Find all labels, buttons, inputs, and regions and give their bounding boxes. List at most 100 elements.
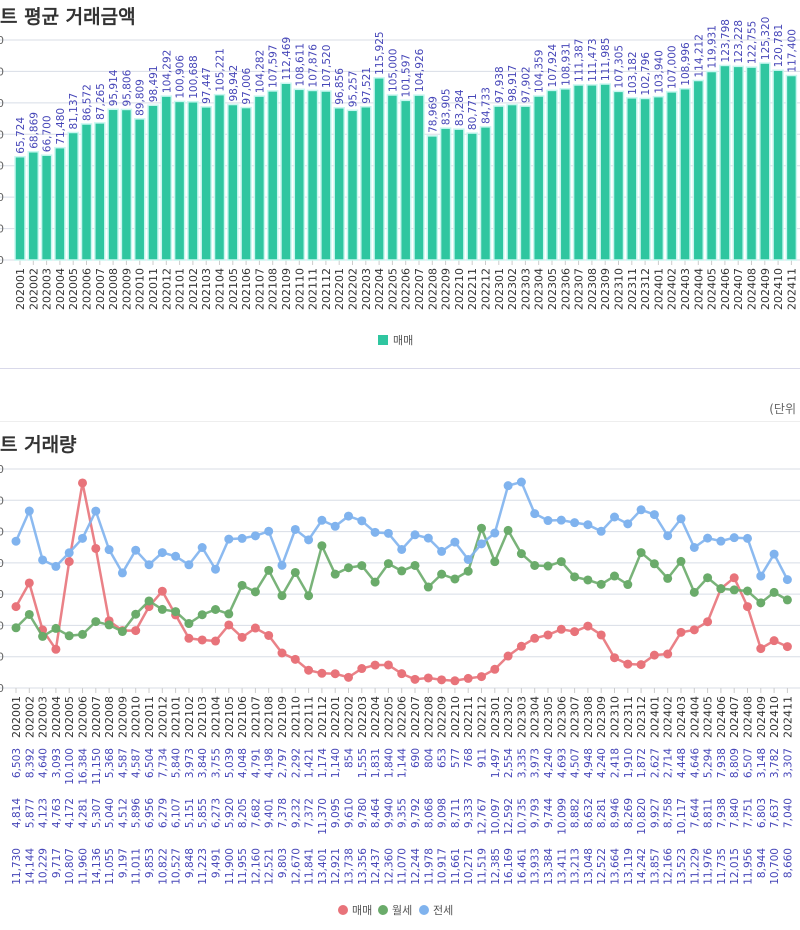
x-tick-label: 202209 — [436, 696, 449, 738]
data-point-monthly — [477, 523, 486, 533]
point-value-label-sale: 6,503 — [11, 748, 23, 778]
point-value-label-jeonse: 13,857 — [649, 848, 661, 885]
data-point-jeonse — [703, 533, 713, 543]
point-value-label-monthly: 12,767 — [477, 798, 489, 835]
x-tick-label: 202105 — [223, 696, 236, 738]
point-value-label-monthly: 10,117 — [676, 798, 688, 835]
bar-value-label: 114,212 — [693, 34, 705, 77]
x-tick-label: 202106 — [240, 268, 253, 310]
bar — [652, 95, 665, 261]
data-point-monthly — [756, 598, 766, 608]
bar — [147, 104, 159, 261]
x-tick-label: 202305 — [546, 268, 559, 310]
bar — [187, 101, 199, 261]
point-value-label-monthly: 9,610 — [344, 798, 356, 828]
point-value-label-monthly: 7,378 — [277, 798, 289, 828]
bar — [599, 83, 611, 261]
x-tick-label: 202002 — [27, 268, 40, 310]
data-point-monthly — [623, 580, 633, 590]
x-tick-label: 202207 — [413, 268, 426, 310]
x-tick-label: 202406 — [719, 268, 732, 310]
bar-value-label: 101,597 — [401, 54, 413, 97]
x-tick-label: 202304 — [529, 696, 542, 738]
data-point-monthly — [397, 566, 407, 576]
data-point-jeonse — [357, 516, 367, 526]
data-point-jeonse — [24, 506, 34, 516]
point-value-label-sale: 2,714 — [663, 748, 675, 778]
point-value-label-sale: 5,840 — [171, 748, 183, 778]
point-value-label-monthly: 10,097 — [490, 798, 502, 835]
point-value-label-monthly: 4,512 — [117, 798, 129, 828]
point-value-label-monthly: 7,840 — [729, 798, 741, 828]
x-tick-label: 202106 — [236, 696, 249, 738]
x-tick-label: 202004 — [50, 696, 63, 738]
bar-value-label: 107,000 — [667, 45, 679, 88]
point-value-label-sale: 1,174 — [317, 748, 329, 778]
legend-label-sale: 매매 — [393, 334, 413, 347]
point-value-label-monthly: 4,172 — [64, 798, 76, 828]
data-point-jeonse — [277, 560, 287, 570]
data-point-monthly — [117, 627, 127, 637]
point-value-label-monthly: 8,946 — [610, 798, 622, 828]
bar — [426, 135, 439, 261]
x-tick-label: 202306 — [555, 696, 568, 738]
point-value-label-jeonse: 11,955 — [237, 848, 249, 885]
data-point-jeonse — [463, 554, 473, 564]
point-value-label-monthly: 11,370 — [317, 798, 329, 835]
point-value-label-sale: 6,507 — [743, 748, 755, 778]
data-point-jeonse — [516, 477, 526, 487]
x-tick-label: 202307 — [569, 696, 582, 738]
bar-value-label: 107,520 — [321, 45, 333, 88]
bar-value-label: 115,925 — [374, 31, 386, 74]
data-point-monthly — [450, 574, 460, 584]
point-value-label-jeonse: 9,491 — [211, 848, 223, 878]
data-point-sale — [423, 673, 433, 683]
x-tick-label: 202309 — [595, 696, 608, 738]
bar-value-label: 97,006 — [241, 68, 253, 105]
data-point-sale — [304, 665, 314, 675]
point-value-label-jeonse: 12,521 — [264, 848, 276, 885]
x-tick-label: 202411 — [785, 268, 798, 310]
point-value-label-sale: 4,448 — [676, 748, 688, 778]
data-point-monthly — [570, 572, 580, 582]
x-tick-label: 202301 — [493, 268, 506, 310]
point-value-label-jeonse: 13,523 — [676, 848, 688, 885]
bar-value-label: 98,942 — [228, 65, 240, 102]
data-point-sale — [157, 586, 167, 596]
point-value-label-jeonse: 13,411 — [556, 848, 568, 885]
data-point-jeonse — [250, 531, 260, 541]
data-point-monthly — [743, 586, 752, 596]
point-value-label-monthly: 9,401 — [264, 798, 276, 828]
bar — [346, 109, 359, 261]
data-point-jeonse — [211, 564, 220, 574]
data-point-monthly — [304, 591, 314, 601]
data-point-monthly — [250, 587, 260, 597]
data-point-jeonse — [743, 533, 752, 543]
point-value-label-sale: 4,646 — [689, 748, 701, 778]
series-line-sale — [14, 482, 788, 683]
bar-value-label: 108,611 — [294, 43, 306, 86]
x-tick-label: 202011 — [147, 268, 160, 310]
bar — [293, 88, 306, 261]
bar-value-label: 95,257 — [348, 71, 360, 108]
data-point-sale — [769, 636, 779, 646]
bar — [439, 127, 452, 261]
point-value-label-jeonse: 13,356 — [357, 848, 369, 885]
bar — [360, 106, 372, 261]
x-tick-label: 202205 — [386, 268, 399, 310]
bar — [626, 97, 638, 261]
data-point-jeonse — [610, 512, 619, 522]
y-tick-label: 80,000 — [0, 128, 4, 141]
x-tick-label: 202210 — [449, 696, 462, 738]
x-tick-label: 202308 — [582, 696, 595, 738]
x-tick-label: 202403 — [675, 696, 688, 738]
point-value-label-monthly: 8,632 — [583, 798, 595, 828]
point-value-label-jeonse: 11,223 — [197, 848, 209, 885]
point-value-label-jeonse: 10,917 — [437, 848, 449, 885]
data-point-jeonse — [769, 549, 779, 559]
data-point-sale — [676, 627, 686, 637]
data-point-sale — [131, 626, 141, 636]
x-tick-label: 202006 — [81, 268, 94, 310]
bar-value-label: 122,755 — [747, 21, 759, 64]
data-point-jeonse — [91, 506, 101, 516]
